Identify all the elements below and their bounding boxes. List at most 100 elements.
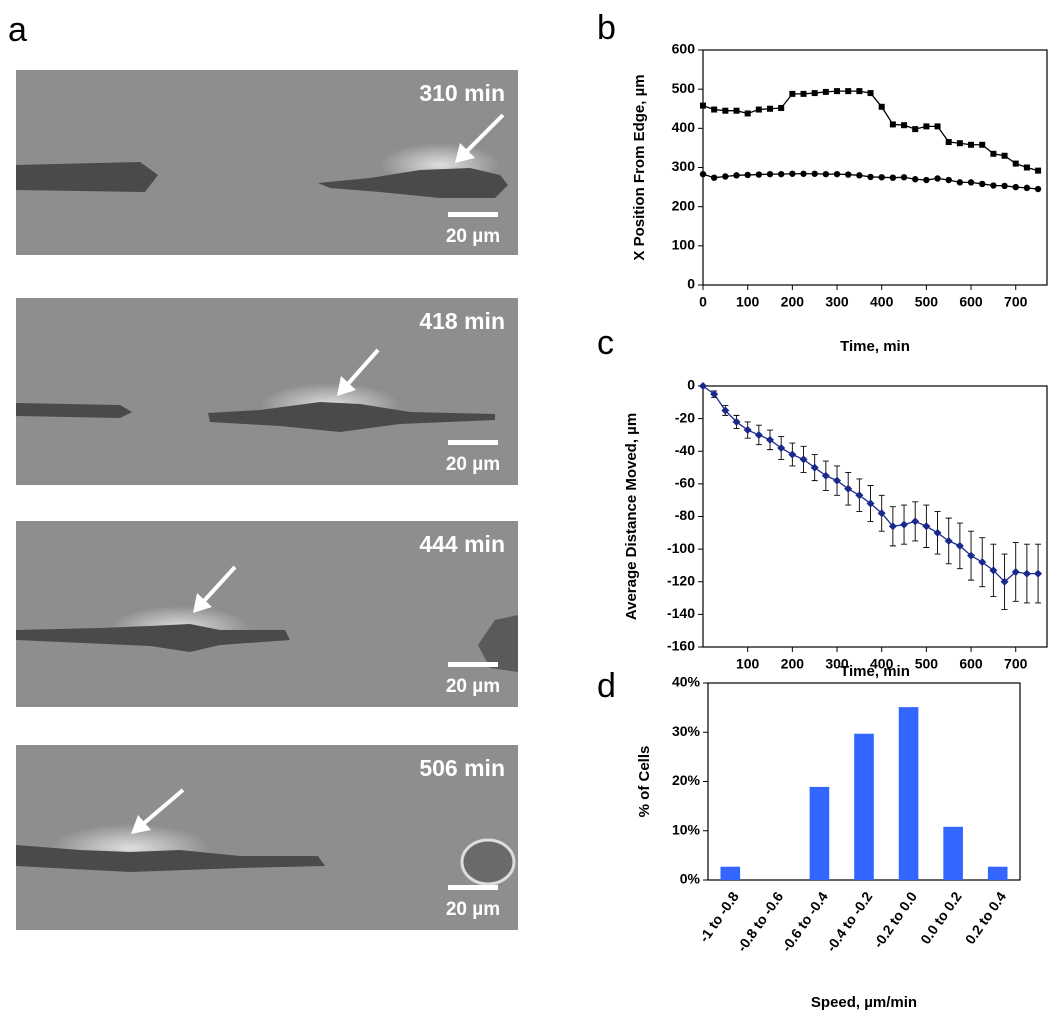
marker [711,106,718,113]
bar [809,786,830,880]
marker [900,520,909,529]
marker [1000,577,1009,586]
marker [744,110,751,117]
micrograph: 506 min 20 µm [16,745,518,930]
marker [777,443,786,452]
marker [766,435,775,444]
marker [800,90,807,97]
marker [767,105,774,112]
marker [901,122,908,129]
x-axis-title: Speed, µm/min [811,994,917,1011]
y-axis-title: X Position From Edge, µm [631,74,648,260]
x-tick-label: -0.4 to -0.2 [823,888,876,954]
x-tick-label: 100 [736,294,760,310]
marker [912,126,919,133]
micrograph: 444 min 20 µm [16,521,518,707]
marker [845,88,852,95]
marker [821,471,830,480]
marker [867,90,874,97]
y-tick-label: 40% [672,674,701,690]
marker [1001,152,1008,159]
y-tick-label: 20% [672,772,701,788]
marker [944,536,953,545]
marker [811,170,818,177]
marker [1023,184,1031,192]
marker [755,106,762,113]
y-tick-label: 0 [687,377,695,393]
x-tick-label: 500 [915,294,939,310]
y-axis-title: % of Cells [636,746,653,818]
x-tick-label: 300 [825,294,849,310]
x-tick-label: 100 [736,656,760,672]
marker [777,170,785,178]
y-tick-label: 600 [672,41,696,57]
x-tick-label: 0 [699,294,707,310]
marker [934,175,941,182]
scale-label: 20 µm [446,226,500,247]
marker [911,517,920,526]
marker [889,121,896,128]
x-tick-label: 200 [781,656,805,672]
marker [867,173,874,181]
marker [978,558,987,567]
x-tick-label: 400 [870,294,894,310]
marker [822,88,829,95]
x-axis-title: Time, min [840,338,910,355]
marker [810,463,819,472]
marker [811,90,818,97]
marker [733,107,740,114]
marker [1034,569,1043,578]
panel-label: d [597,667,616,705]
bar [854,733,874,880]
marker [878,103,885,110]
scale-label: 20 µm [446,454,500,475]
marker [933,528,942,537]
marker [755,171,763,178]
marker [834,88,841,95]
time-label: 506 min [419,755,505,781]
bar [943,826,963,880]
marker [956,179,964,186]
x-axis-title: Time, min [840,663,910,680]
y-tick-label: -40 [675,442,695,458]
bar [987,866,1008,880]
time-label: 444 min [419,531,505,557]
scale-label: 20 µm [446,899,500,920]
marker [788,450,797,459]
x-tick-label: 300 [825,656,849,672]
x-tick-label: 0.2 to 0.4 [962,888,1010,946]
x-tick-label: 700 [1004,656,1028,672]
micrograph: 418 min 20 µm [16,298,518,485]
marker [799,455,808,464]
marker [888,522,897,531]
marker [990,182,997,189]
marker [967,551,976,560]
y-tick-label: 30% [672,723,701,739]
marker [912,176,919,183]
time-label: 310 min [419,80,505,106]
y-tick-label: 300 [672,158,696,174]
marker [722,107,729,114]
x-tick-label: 400 [870,656,894,672]
marker [945,139,952,146]
marker [989,566,998,575]
marker [968,141,975,148]
marker [754,430,763,439]
marker [1023,164,1030,171]
marker [955,541,964,550]
marker [789,90,796,97]
y-tick-label: -80 [675,507,695,523]
x-tick-label: 700 [1004,294,1028,310]
y-tick-label: -120 [667,572,695,588]
y-tick-label: -60 [675,475,695,491]
marker [744,171,751,179]
y-tick-label: -20 [675,409,695,425]
marker [1035,167,1042,174]
bar [720,866,741,880]
scale-label: 20 µm [446,676,500,697]
marker [923,176,930,184]
plot-frame [702,49,1048,286]
marker [855,491,864,500]
y-tick-label: -100 [667,540,695,556]
